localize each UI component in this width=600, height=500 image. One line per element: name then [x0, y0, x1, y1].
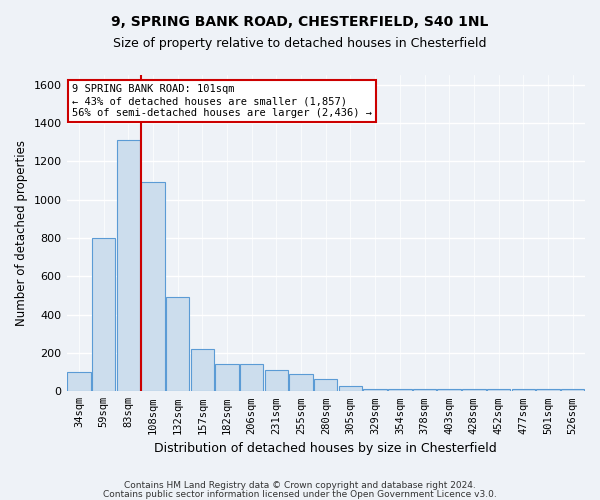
- Bar: [364, 390, 387, 392]
- Text: 9 SPRING BANK ROAD: 101sqm
← 43% of detached houses are smaller (1,857)
56% of s: 9 SPRING BANK ROAD: 101sqm ← 43% of deta…: [72, 84, 372, 117]
- Bar: [462, 390, 485, 392]
- Bar: [437, 390, 461, 392]
- Bar: [487, 390, 511, 392]
- Bar: [116, 140, 140, 392]
- Text: Contains public sector information licensed under the Open Government Licence v3: Contains public sector information licen…: [103, 490, 497, 499]
- Bar: [561, 390, 584, 392]
- Bar: [512, 390, 535, 392]
- Y-axis label: Number of detached properties: Number of detached properties: [15, 140, 28, 326]
- Bar: [141, 182, 164, 392]
- Bar: [67, 372, 91, 392]
- Text: Size of property relative to detached houses in Chesterfield: Size of property relative to detached ho…: [113, 38, 487, 51]
- Bar: [536, 390, 560, 392]
- Bar: [388, 390, 412, 392]
- Bar: [413, 390, 436, 392]
- Bar: [339, 386, 362, 392]
- Bar: [166, 298, 190, 392]
- Bar: [92, 238, 115, 392]
- X-axis label: Distribution of detached houses by size in Chesterfield: Distribution of detached houses by size …: [154, 442, 497, 455]
- Bar: [191, 349, 214, 392]
- Text: 9, SPRING BANK ROAD, CHESTERFIELD, S40 1NL: 9, SPRING BANK ROAD, CHESTERFIELD, S40 1…: [112, 15, 488, 29]
- Text: Contains HM Land Registry data © Crown copyright and database right 2024.: Contains HM Land Registry data © Crown c…: [124, 481, 476, 490]
- Bar: [265, 370, 288, 392]
- Bar: [215, 364, 239, 392]
- Bar: [289, 374, 313, 392]
- Bar: [314, 379, 337, 392]
- Bar: [240, 364, 263, 392]
